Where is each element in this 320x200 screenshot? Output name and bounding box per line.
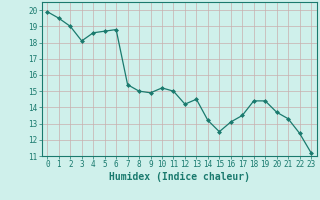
X-axis label: Humidex (Indice chaleur): Humidex (Indice chaleur) [109,172,250,182]
